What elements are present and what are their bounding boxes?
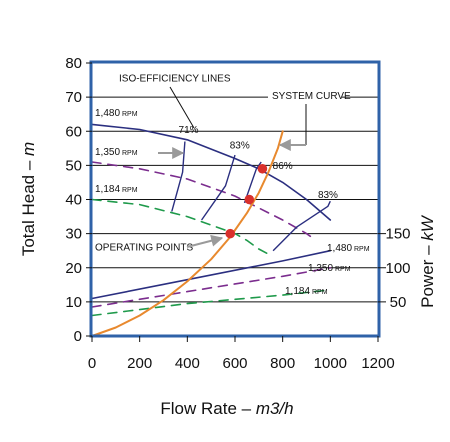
operating-points-layer xyxy=(225,163,268,239)
x-tick-label: 600 xyxy=(222,355,247,372)
power-curve xyxy=(91,266,332,308)
system-label-bg xyxy=(268,88,342,102)
operating-label-bg xyxy=(93,240,185,254)
iso-efficiency-value: 83% xyxy=(318,190,338,201)
iso-efficiency-line xyxy=(243,161,262,204)
head-curve xyxy=(91,123,332,221)
x-tick-label: 0 xyxy=(88,355,96,372)
operating-point xyxy=(225,228,236,239)
operating-arrow xyxy=(186,234,224,248)
right-tick-label: 50 xyxy=(390,294,407,311)
rpm-label-power-1184: 1,184 RPM xyxy=(285,286,328,297)
rpm-label-head-1184: 1,184 RPM xyxy=(95,184,138,195)
y-tick-label: 10 xyxy=(65,294,82,311)
y-axis-left-title: Total Head – m xyxy=(19,142,38,256)
system-curve xyxy=(91,130,284,337)
system-curve-label: SYSTEM CURVE xyxy=(272,91,351,102)
operating-points-label: OPERATING POINTS xyxy=(95,243,193,254)
y-tick-label: 80 xyxy=(65,55,82,72)
y-tick-label: 40 xyxy=(65,192,82,209)
x-tick-label: 800 xyxy=(270,355,295,372)
x-tick-label: 1200 xyxy=(361,355,394,372)
rpm-label-power-1480: 1,480 RPM xyxy=(327,243,370,254)
iso-efficiency-line xyxy=(201,154,236,221)
operating-point xyxy=(244,194,255,205)
power-curve xyxy=(91,249,332,300)
iso-efficiency-value: 71% xyxy=(179,125,199,136)
y-tick-label: 50 xyxy=(65,157,82,174)
y-tick-label: 30 xyxy=(65,226,82,243)
operating-point xyxy=(257,163,268,174)
power-curve xyxy=(91,289,332,317)
right-tick-label: 100 xyxy=(385,260,410,277)
x-tick-label: 200 xyxy=(127,355,152,372)
iso-pointer-line xyxy=(169,86,195,129)
y-tick-label: 60 xyxy=(65,123,82,140)
x-tick-label: 400 xyxy=(175,355,200,372)
x-tick-label: 1000 xyxy=(314,355,347,372)
y-tick-label: 20 xyxy=(65,260,82,277)
rpm-label-head-1350: 1,350 RPM xyxy=(95,147,138,158)
y-axis-right-title: Power – kW xyxy=(418,214,437,308)
x-axis-title: Flow Rate – m3/h xyxy=(160,399,293,418)
rpm-label-power-1350: 1,350 RPM xyxy=(308,263,351,274)
iso-label-bg xyxy=(117,71,215,85)
right-tick-label: 150 xyxy=(385,226,410,243)
iso-efficiency-value: 86% xyxy=(273,161,293,172)
iso-efficiency-label: ISO-EFFICIENCY LINES xyxy=(119,74,231,85)
iso-efficiency-value: 83% xyxy=(230,140,250,151)
rpm-label-head-1480: 1,480 RPM xyxy=(95,108,138,119)
iso-efficiency-line xyxy=(272,200,331,252)
y-tick-label: 0 xyxy=(74,328,82,345)
y-tick-label: 70 xyxy=(65,89,82,106)
